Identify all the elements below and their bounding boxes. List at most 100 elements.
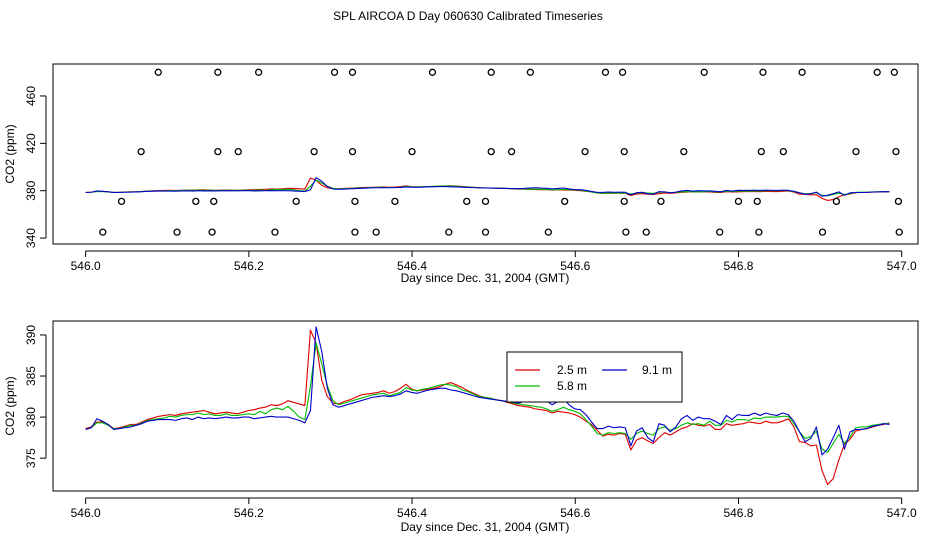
marker-point (581, 147, 589, 156)
x-tick-label: 546.8 (723, 506, 753, 520)
x-tick-label: 546.6 (560, 506, 590, 520)
marker-point (408, 147, 416, 156)
y-tick-label: 420 (24, 133, 38, 153)
figure-title: SPL AIRCOA D Day 060630 Calibrated Times… (333, 9, 603, 23)
marker-point (873, 68, 881, 76)
marker-point (852, 147, 860, 156)
marker-point (445, 228, 453, 236)
panel-1-y-label: CO2 (ppm) (3, 124, 17, 183)
marker-point (544, 228, 552, 236)
marker-point (895, 228, 903, 236)
marker-point (832, 197, 841, 206)
panel-1-markers (99, 68, 903, 236)
series-line-91m (85, 326, 890, 456)
series-line-58m (85, 342, 890, 453)
marker-point (463, 197, 471, 206)
x-tick-label: 547.0 (887, 506, 917, 520)
y-tick-label: 380 (24, 407, 38, 427)
marker-point (894, 197, 903, 206)
panel-2-y-axis: 375 380 385 390 (24, 325, 47, 468)
panel-2-plot-box (52, 320, 919, 492)
y-tick-label: 460 (24, 86, 38, 106)
y-tick-label: 390 (24, 325, 38, 345)
marker-point (330, 68, 339, 76)
x-tick-label: 547.0 (887, 259, 917, 273)
marker-point (351, 197, 359, 206)
marker-point (642, 228, 650, 236)
marker-point (618, 68, 627, 76)
marker-point (892, 147, 900, 156)
marker-point (757, 147, 765, 156)
marker-point (481, 228, 490, 236)
marker-point (755, 228, 763, 236)
y-tick-label: 380 (24, 180, 38, 200)
marker-point (254, 68, 263, 76)
legend-box (506, 351, 683, 403)
marker-point (372, 228, 380, 236)
panel-2-y-label: CO2 (ppm) (3, 376, 17, 435)
marker-point (208, 228, 216, 236)
x-tick-label: 546.2 (234, 506, 264, 520)
legend-label-2-5m: 2.5 m (557, 363, 587, 377)
series-line-91m (85, 177, 890, 197)
panel-1-plot-box (52, 63, 919, 245)
marker-point (481, 197, 490, 206)
marker-point (99, 228, 107, 236)
marker-point (716, 228, 724, 236)
marker-point (487, 147, 495, 156)
x-tick-label: 546.0 (71, 506, 101, 520)
marker-point (526, 68, 535, 76)
marker-point (779, 147, 788, 156)
y-tick-label: 385 (24, 366, 38, 386)
marker-point (234, 147, 242, 156)
marker-point (601, 68, 610, 76)
marker-point (890, 68, 898, 76)
marker-point (622, 228, 630, 236)
panel-1: 546.0 546.2 546.4 546.6 546.8 547.0 340 380 420… (3, 63, 919, 285)
marker-point (759, 68, 767, 76)
x-tick-label: 546.2 (234, 259, 264, 273)
marker-point (310, 147, 318, 156)
marker-point (117, 197, 126, 206)
marker-point (351, 228, 359, 236)
marker-point (507, 147, 516, 156)
series-line-25m (85, 329, 890, 485)
panel-1-y-axis: 340 380 420 460 (24, 86, 47, 248)
marker-point (620, 147, 628, 156)
marker-point (292, 197, 300, 206)
marker-point (753, 197, 761, 206)
x-tick-label: 546.4 (397, 506, 427, 520)
marker-point (214, 147, 222, 156)
panel-1-x-label: Day since Dec. 31, 2004 (GMT) (401, 271, 570, 285)
marker-point (348, 147, 357, 156)
x-tick-label: 546.4 (397, 259, 427, 273)
marker-point (154, 68, 162, 76)
x-tick-label: 546.0 (71, 259, 101, 273)
marker-point (620, 197, 628, 206)
marker-point (391, 197, 399, 206)
legend-label-5-8m: 5.8 m (557, 379, 587, 393)
marker-point (818, 228, 827, 236)
y-tick-label: 340 (24, 228, 38, 248)
panel-1-series-lines (85, 177, 890, 201)
x-tick-label: 546.6 (560, 259, 590, 273)
marker-point (348, 68, 357, 76)
marker-point (798, 68, 806, 76)
marker-point (734, 197, 743, 206)
marker-point (271, 228, 279, 236)
panel-2: 546.0 546.2 546.4 546.6 546.8 547.0 375 380 385… (3, 320, 919, 534)
panel-2-x-label: Day since Dec. 31, 2004 (GMT) (401, 520, 570, 534)
panel-2-series-lines (85, 326, 890, 485)
series-line-25m (85, 177, 890, 201)
marker-point (428, 68, 437, 76)
marker-point (561, 197, 569, 206)
panel-2-x-axis: 546.0 546.2 546.4 546.6 546.8 547.0 (71, 497, 917, 520)
marker-point (680, 147, 688, 156)
marker-point (137, 147, 145, 156)
marker-point (700, 68, 708, 76)
panel-1-x-axis: 546.0 546.2 546.4 546.6 546.8 547.0 (71, 250, 917, 273)
x-tick-label: 546.8 (723, 259, 753, 273)
marker-point (214, 68, 222, 76)
y-tick-label: 375 (24, 448, 38, 468)
